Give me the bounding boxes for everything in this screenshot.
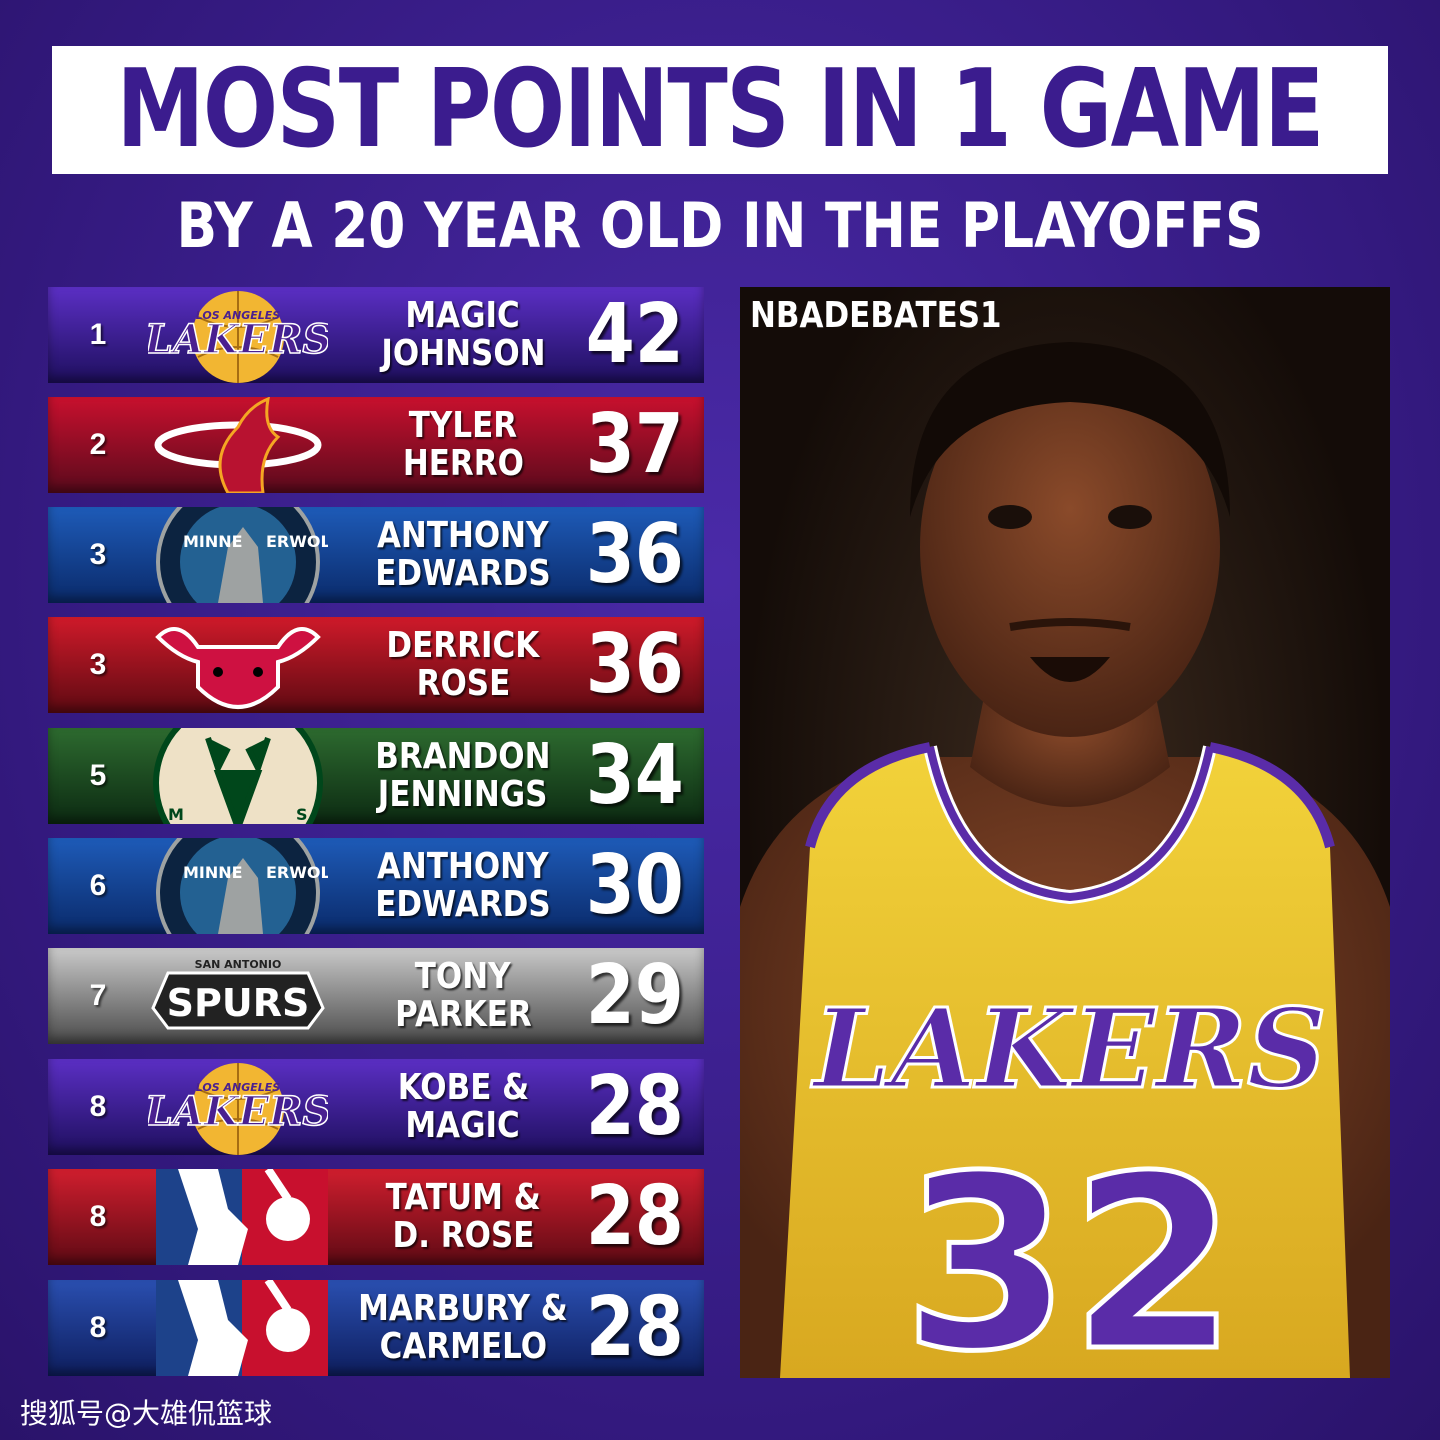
- player-name-line2: JOHNSON: [380, 333, 546, 374]
- svg-text:LAKERS: LAKERS: [148, 1088, 328, 1135]
- rank-number: 3: [89, 648, 107, 681]
- ranking-row: 5 M S BRANDON JENNINGS 34: [48, 728, 704, 824]
- player-name-line1: TATUM &: [385, 1177, 541, 1218]
- player-name: BRANDON JENNINGS: [358, 728, 568, 824]
- rank-number: 8: [89, 1311, 107, 1344]
- page-title: MOST POINTS IN 1 GAME: [116, 47, 1325, 172]
- player-name-line2: EDWARDS: [375, 884, 551, 925]
- ranking-row: 8 TATUM & D. ROSE 28: [48, 1169, 704, 1265]
- page-subtitle: BY A 20 YEAR OLD IN THE PLAYOFFS: [176, 189, 1264, 262]
- svg-text:M: M: [168, 805, 184, 824]
- player-name: MARBURY & CARMELO: [358, 1280, 568, 1376]
- ranking-row: 8 LOS ANGELES LAKERS KOBE & MAGIC 28: [48, 1059, 704, 1155]
- points-value: 30: [585, 838, 684, 933]
- ranking-row: 2 TYLER HERRO 37: [48, 397, 704, 493]
- svg-text:ERWOLVE: ERWOLVE: [266, 532, 328, 551]
- ranking-row: 7 SAN ANTONIO SPURS TONY PARKER 29: [48, 948, 704, 1044]
- points-value: 36: [585, 617, 684, 712]
- rank-number: 1: [89, 318, 107, 351]
- rank-number: 3: [89, 538, 107, 571]
- player-name-line2: ROSE: [416, 663, 510, 704]
- lakers-logo: LOS ANGELES LAKERS: [148, 1063, 328, 1155]
- player-name: TYLER HERRO: [358, 397, 568, 493]
- player-name: TONY PARKER: [358, 948, 568, 1044]
- svg-text:LOS ANGELES: LOS ANGELES: [196, 1081, 281, 1094]
- points-value: 28: [585, 1169, 684, 1264]
- bulls-logo: [155, 627, 321, 709]
- nba-logo: [156, 1169, 328, 1265]
- svg-text:SPURS: SPURS: [167, 981, 310, 1025]
- player-name-line1: ANTHONY: [377, 515, 549, 556]
- points-value: 42: [585, 287, 684, 382]
- points-value: 36: [585, 507, 684, 602]
- player-name-line1: MAGIC: [405, 295, 521, 336]
- timberwolves-logo: MINNE ERWOLVE: [156, 507, 328, 603]
- player-name-line2: CARMELO: [379, 1326, 547, 1367]
- lakers-logo: LOS ANGELES LAKERS: [148, 291, 328, 383]
- player-name-line1: MARBURY &: [358, 1288, 568, 1329]
- rank-number: 2: [89, 428, 107, 461]
- player-name-line1: TYLER: [408, 405, 518, 446]
- points-value: 28: [585, 1280, 684, 1375]
- ranking-row: 6 MINNE ERWOLVE ANTHONY EDWARDS 30: [48, 838, 704, 934]
- spurs-logo: SAN ANTONIO SPURS: [151, 958, 325, 1030]
- svg-text:SAN ANTONIO: SAN ANTONIO: [195, 958, 282, 971]
- player-name-line1: DERRICK: [386, 625, 540, 666]
- player-name-line1: KOBE &: [397, 1067, 529, 1108]
- player-name: ANTHONY EDWARDS: [358, 838, 568, 934]
- player-name-line2: HERRO: [402, 443, 524, 484]
- timberwolves-logo: MINNE ERWOLVE: [156, 838, 328, 934]
- player-name: TATUM & D. ROSE: [358, 1169, 568, 1265]
- player-name: MAGIC JOHNSON: [358, 287, 568, 383]
- rank-number: 8: [89, 1200, 107, 1233]
- points-value: 29: [585, 948, 684, 1043]
- nba-logo: [156, 1280, 328, 1376]
- points-value: 28: [585, 1059, 684, 1154]
- ranking-row: 3 DERRICK ROSE 36: [48, 617, 704, 713]
- svg-text:MINNE: MINNE: [183, 532, 243, 551]
- svg-text:LAKERS: LAKERS: [148, 316, 328, 363]
- ranking-row: 1 LOS ANGELES LAKERS MAGIC JOHNSON 42: [48, 287, 704, 383]
- rank-number: 5: [89, 759, 107, 792]
- player-name-line2: D. ROSE: [392, 1215, 534, 1256]
- watermark: NBADEBATES1: [750, 295, 1002, 336]
- player-name-line2: PARKER: [394, 994, 532, 1035]
- ranking-row: 8 MARBURY & CARMELO 28: [48, 1280, 704, 1376]
- player-name-line2: EDWARDS: [375, 553, 551, 594]
- points-value: 37: [585, 397, 684, 492]
- rank-number: 7: [89, 979, 107, 1012]
- player-name: DERRICK ROSE: [358, 617, 568, 713]
- player-photo-illustration: LAKERS 32: [740, 342, 1390, 1378]
- player-name-line2: JENNINGS: [378, 774, 548, 815]
- jersey-number: 32: [903, 1124, 1237, 1378]
- points-value: 34: [585, 728, 684, 823]
- jersey-text: LAKERS: [811, 984, 1327, 1113]
- svg-text:ERWOLVE: ERWOLVE: [266, 863, 328, 882]
- heat-logo: [154, 397, 322, 493]
- player-name-line1: ANTHONY: [377, 846, 549, 887]
- ranking-row: 3 MINNE ERWOLVE ANTHONY EDWARDS 36: [48, 507, 704, 603]
- player-photo: LAKERS 32: [740, 287, 1390, 1378]
- bucks-logo: M S: [153, 728, 323, 824]
- rank-number: 6: [89, 869, 107, 902]
- player-name-line1: BRANDON: [375, 736, 551, 777]
- title-banner: MOST POINTS IN 1 GAME: [52, 46, 1388, 174]
- rank-number: 8: [89, 1090, 107, 1123]
- svg-text:MINNE: MINNE: [183, 863, 243, 882]
- player-name-line1: TONY: [415, 956, 511, 997]
- player-name: ANTHONY EDWARDS: [358, 507, 568, 603]
- footer-credit: 搜狐号@大雄侃篮球: [20, 1397, 273, 1430]
- player-name: KOBE & MAGIC: [358, 1059, 568, 1155]
- svg-text:S: S: [296, 805, 308, 824]
- player-name-line2: MAGIC: [405, 1105, 521, 1146]
- svg-text:LOS ANGELES: LOS ANGELES: [196, 309, 281, 322]
